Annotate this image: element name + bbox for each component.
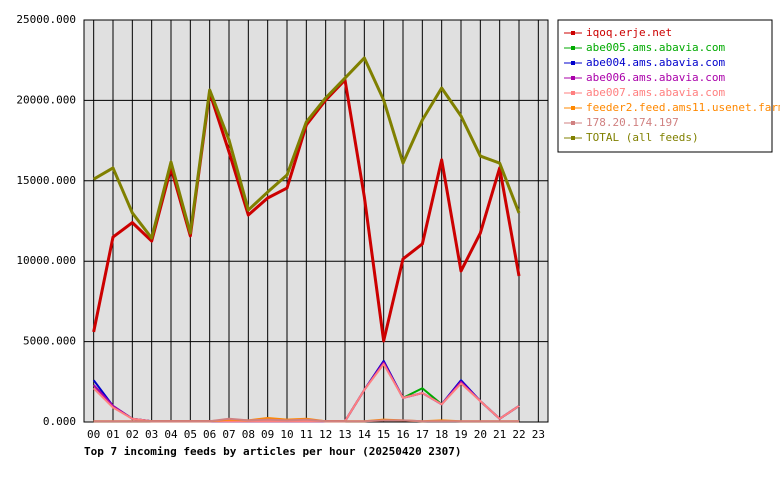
legend-marker [571, 61, 575, 65]
x-tick-label: 04 [164, 428, 178, 441]
x-tick-label: 21 [493, 428, 506, 441]
y-tick-label: 25000.000 [16, 13, 76, 26]
legend-label: abe005.ams.abavia.com [586, 41, 725, 54]
x-tick-label: 20 [474, 428, 487, 441]
legend-marker [571, 31, 575, 35]
legend-label: TOTAL (all feeds) [586, 131, 699, 144]
x-tick-label: 22 [512, 428, 525, 441]
x-tick-label: 16 [396, 428, 409, 441]
x-tick-label: 23 [532, 428, 545, 441]
x-tick-label: 15 [377, 428, 390, 441]
legend-label: feeder2.feed.ams11.usenet.farm [586, 101, 780, 114]
plot-area [83, 19, 549, 423]
legend-label: 178.20.174.197 [586, 116, 679, 129]
x-tick-label: 03 [145, 428, 158, 441]
y-tick-label: 5000.000 [23, 335, 76, 348]
x-tick-label: 08 [242, 428, 255, 441]
x-tick-label: 00 [87, 428, 100, 441]
series-line [92, 56, 521, 240]
x-tick-label: 19 [454, 428, 467, 441]
legend-label: abe007.ams.abavia.com [586, 86, 725, 99]
x-tick-label: 17 [416, 428, 429, 441]
x-tick-label: 12 [319, 428, 332, 441]
y-tick-label: 20000.000 [16, 93, 76, 106]
legend-marker [571, 91, 575, 95]
legend-label: abe004.ams.abavia.com [586, 56, 725, 69]
x-tick-label: 02 [126, 428, 139, 441]
legend-marker [571, 121, 575, 125]
x-tick-label: 13 [338, 428, 351, 441]
y-tick-label: 0.000 [43, 415, 76, 428]
legend-label: abe006.ams.abavia.com [586, 71, 725, 84]
x-tick-label: 18 [435, 428, 448, 441]
x-tick-label: 11 [300, 428, 313, 441]
legend-label: iqoq.erje.net [586, 26, 672, 39]
x-tick-label: 14 [358, 428, 372, 441]
legend-marker [571, 46, 575, 50]
x-tick-label: 10 [280, 428, 293, 441]
chart-title: Top 7 incoming feeds by articles per hou… [84, 445, 462, 458]
legend-box [557, 19, 773, 153]
series-line [93, 417, 519, 423]
legend-marker [571, 136, 575, 140]
x-tick-label: 06 [203, 428, 216, 441]
x-tick-label: 05 [184, 428, 197, 441]
x-tick-label: 01 [106, 428, 119, 441]
legend-marker [571, 106, 575, 110]
legend-marker [571, 76, 575, 80]
x-tick-label: 07 [222, 428, 235, 441]
y-tick-label: 10000.000 [16, 254, 76, 267]
y-tick-label: 15000.000 [16, 174, 76, 187]
x-tick-label: 09 [261, 428, 274, 441]
